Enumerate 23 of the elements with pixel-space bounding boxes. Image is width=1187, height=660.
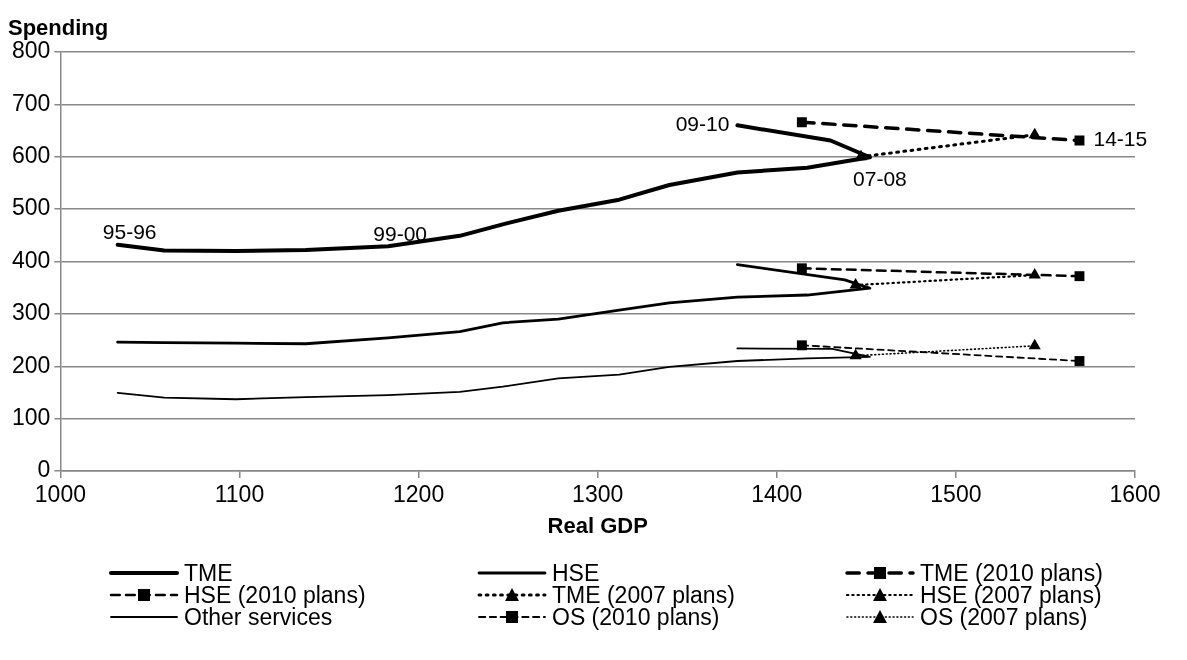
y-tick-label: 600: [12, 142, 51, 169]
legend-label: TME (2010 plans): [920, 560, 1103, 586]
y-axis-title: Spending: [8, 15, 109, 41]
x-tick-label: 1300: [572, 481, 624, 508]
y-tick-label: 400: [12, 246, 51, 273]
annotation: 95-96: [102, 220, 157, 244]
annotation: 99-00: [373, 221, 427, 245]
annotation: 07-08: [853, 166, 907, 190]
x-tick-label: 1400: [751, 481, 803, 508]
y-tick-label: 700: [12, 89, 51, 116]
y-tick-label: 200: [12, 351, 51, 378]
annotation: 09-10: [675, 112, 730, 136]
x-tick-label: 1500: [930, 481, 982, 508]
x-tick-label: 1200: [393, 481, 445, 508]
y-tick-label: 300: [12, 299, 51, 326]
x-axis-title: Real GDP: [547, 512, 648, 538]
x-tick-label: 1000: [34, 481, 86, 508]
annotation: 14-15: [1093, 127, 1148, 151]
y-tick-label: 500: [12, 194, 51, 221]
x-tick-label: 1600: [1109, 481, 1161, 508]
y-tick-label: 0: [37, 456, 51, 483]
x-tick-label: 1100: [214, 481, 265, 508]
y-tick-label: 100: [12, 403, 51, 430]
